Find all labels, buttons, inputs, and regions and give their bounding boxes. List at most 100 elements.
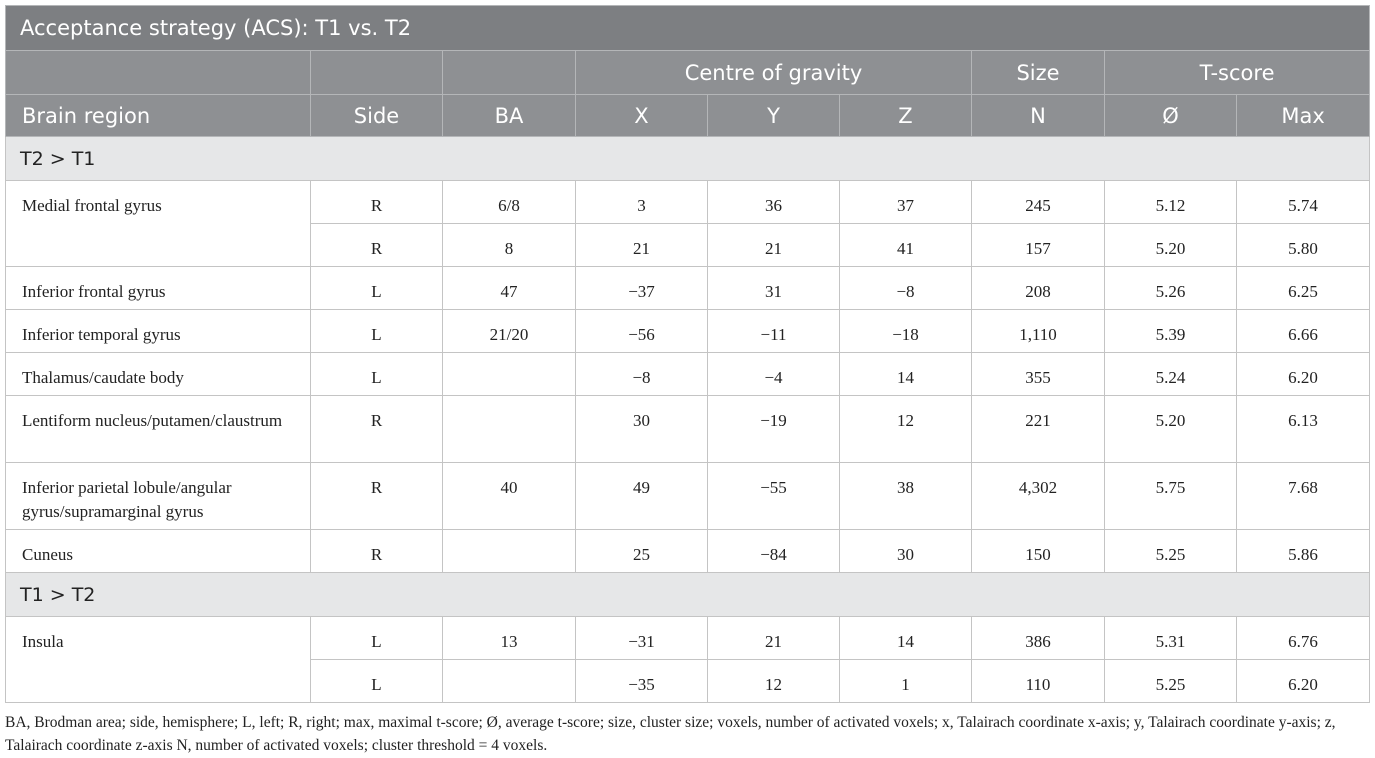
cell-side: L: [310, 309, 443, 353]
cell-z: −8: [839, 266, 972, 310]
cell-z: 14: [839, 616, 972, 660]
data-row: Insula L 13 −31 21 14 386 5.31 6.76: [5, 616, 1371, 703]
column-header: Brain region: [5, 94, 311, 137]
cell-side: R: [310, 180, 443, 224]
cell-ba: 21/20: [442, 309, 576, 353]
cell-mean: 5.39: [1104, 309, 1237, 353]
cell-y: −19: [707, 395, 840, 463]
cell-x: −56: [575, 309, 708, 353]
table-header: Acceptance strategy (ACS): T1 vs. T2 Cen…: [4, 5, 1371, 137]
cell-n: 150: [971, 529, 1105, 573]
cell-y: 21: [707, 223, 840, 267]
cell-x: −35: [575, 659, 708, 703]
cell-n: 157: [971, 223, 1105, 267]
cell-side: L: [310, 266, 443, 310]
cell-y: −84: [707, 529, 840, 573]
cell-max: 5.86: [1235, 529, 1371, 573]
cell-x: −37: [575, 266, 708, 310]
cell-mean: 5.12: [1104, 180, 1237, 224]
brain-region: Medial frontal gyrus: [5, 180, 311, 267]
cell-side: L: [310, 352, 443, 396]
cell-max: 7.68: [1235, 462, 1371, 530]
cell-x: 30: [575, 395, 708, 463]
header-cell: [442, 50, 576, 95]
column-header: X: [575, 94, 708, 137]
column-header: N: [971, 94, 1105, 137]
cell-x: 49: [575, 462, 708, 530]
cell-side: R: [310, 395, 443, 463]
brain-region: Inferior temporal gyrus: [5, 309, 311, 353]
column-header: Max: [1235, 94, 1371, 137]
cell-ba: [442, 352, 576, 396]
cell-max: 5.74: [1235, 180, 1371, 224]
cell-n: 1,110: [971, 309, 1105, 353]
brain-region: Cuneus: [5, 529, 311, 573]
cell-mean: 5.26: [1104, 266, 1237, 310]
cell-side: R: [310, 223, 443, 267]
cell-mean: 5.75: [1104, 462, 1237, 530]
cell-ba: [442, 659, 576, 703]
cell-max: 5.80: [1235, 223, 1371, 267]
column-header: Ø: [1104, 94, 1237, 137]
cell-ba: 47: [442, 266, 576, 310]
column-header: Z: [839, 94, 972, 137]
cell-y: −4: [707, 352, 840, 396]
brain-region: Inferior parietal lobule/angular gyrus/s…: [5, 462, 311, 530]
section-row: T2 > T1: [4, 136, 1371, 181]
cell-ba: [442, 395, 576, 463]
cell-mean: 5.31: [1104, 616, 1237, 660]
cell-x: 21: [575, 223, 708, 267]
cell-n: 386: [971, 616, 1105, 660]
cell-ba: 6/8: [442, 180, 576, 224]
cell-max: 6.25: [1235, 266, 1371, 310]
table-title: Acceptance strategy (ACS): T1 vs. T2: [4, 5, 1371, 51]
cell-n: 110: [971, 659, 1105, 703]
cell-mean: 5.25: [1104, 659, 1237, 703]
cell-z: 38: [839, 462, 972, 530]
data-row: R 8 21 21 41 157 5.20 5.80: [6, 223, 1371, 267]
cell-ba: 40: [442, 462, 576, 530]
table-body: T2 > T1 Medial frontal gyrus R 6/8 3 36 37 245 5…: [4, 136, 1371, 703]
column-header: Y: [707, 94, 840, 137]
cell-mean: 5.20: [1104, 223, 1237, 267]
brain-region: Inferior frontal gyrus: [5, 266, 311, 310]
cell-z: 30: [839, 529, 972, 573]
cell-mean: 5.20: [1104, 395, 1237, 463]
cell-y: 36: [707, 180, 840, 224]
cell-max: 6.13: [1235, 395, 1371, 463]
header-cell: [310, 50, 443, 95]
cell-n: 4,302: [971, 462, 1105, 530]
cell-z: 12: [839, 395, 972, 463]
brain-region: Insula: [5, 616, 311, 703]
header-group: Size: [971, 50, 1105, 95]
cell-n: 245: [971, 180, 1105, 224]
data-row: Thalamus/caudate body L −8 −4 14 355 5.24 6.20: [5, 352, 1371, 396]
cell-ba: 13: [442, 616, 576, 660]
cell-z: 14: [839, 352, 972, 396]
cell-max: 6.66: [1235, 309, 1371, 353]
cell-z: −18: [839, 309, 972, 353]
cell-max: 6.20: [1235, 352, 1371, 396]
header-group: Centre of gravity: [575, 50, 972, 95]
data-row: Cuneus R 25 −84 30 150 5.25 5.86: [5, 529, 1371, 573]
data-row: Inferior frontal gyrus L 47 −37 31 −8 208 5.26 6…: [5, 266, 1371, 310]
data-row: L −35 12 1 110 5.25 6.20: [6, 659, 1371, 703]
column-header: Side: [310, 94, 443, 137]
cell-x: 25: [575, 529, 708, 573]
cell-n: 208: [971, 266, 1105, 310]
header-cell: [5, 50, 311, 95]
section-label: T1 > T2: [4, 572, 1371, 617]
cell-y: 12: [707, 659, 840, 703]
cell-y: −55: [707, 462, 840, 530]
data-row: Medial frontal gyrus R 6/8 3 36 37 245 5.12 5.74: [5, 180, 1371, 267]
cell-side: L: [310, 616, 443, 660]
cell-z: 41: [839, 223, 972, 267]
brain-region: Thalamus/caudate body: [5, 352, 311, 396]
section-label: T2 > T1: [4, 136, 1371, 181]
data-row: Inferior temporal gyrus L 21/20 −56 −11 −18 1,…: [5, 309, 1371, 353]
cell-n: 221: [971, 395, 1105, 463]
brain-region: Lentiform nucleus/putamen/claustrum: [5, 395, 311, 463]
cell-ba: 8: [442, 223, 576, 267]
cell-n: 355: [971, 352, 1105, 396]
cell-mean: 5.24: [1104, 352, 1237, 396]
